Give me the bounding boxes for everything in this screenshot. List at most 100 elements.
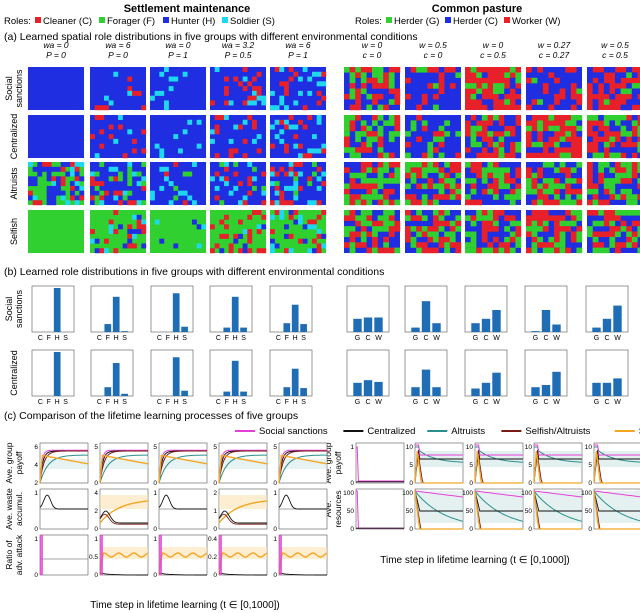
grid-right-r1-c4-cell (615, 152, 621, 159)
grid-left-r2-c0-cell (60, 181, 66, 187)
grid-right-r3-c3-cell (559, 247, 566, 254)
grid-right-r0-c3-cell (576, 88, 583, 95)
grid-right-r0-c0-cell (372, 77, 378, 84)
grid-right-r3-c2-cell (470, 236, 477, 243)
grid-left-r0-c3-cell (233, 76, 239, 82)
grid-right-r2-c3-cell (537, 167, 543, 173)
grid-left-r3-c1-cell (141, 224, 147, 230)
grid-left-r1-c2-cell (196, 143, 202, 149)
grid-right-r3-c0-cell (344, 226, 350, 232)
grid-left-r0-c3-cell (256, 86, 262, 92)
grid-right-r2-c4-cell (592, 188, 599, 195)
grid-right-r1-c0-cell (366, 147, 373, 153)
grid-right-r2-c0-cell (372, 194, 378, 200)
grid-right-r3-c3-cell (537, 220, 543, 227)
grid-left-r3-c4-cell (312, 224, 317, 230)
grid-right-r3-c2-cell (509, 247, 516, 254)
grid-right-r3-c3-cell (537, 210, 543, 216)
grid-right-r1-c4-cell (620, 115, 627, 121)
grid-left-r1-c3-cell (252, 124, 257, 130)
grid-left-r2-c1-cell (122, 195, 128, 201)
grid-left-r2-c0-cell (70, 185, 75, 191)
ylabel-right-0-l2: payoff (333, 451, 343, 475)
grid-right-r1-c0-cell (360, 147, 367, 153)
grid-right-r1-c3-cell (537, 125, 543, 132)
grid-right-r0-c0-cell (377, 67, 384, 73)
grid-right-r2-c0-cell (349, 199, 356, 206)
grid-right-r1-c4-cell (598, 147, 604, 153)
grid-right-r1-c0-cell (349, 152, 356, 159)
cond-left-0-l2: P = 0 (46, 50, 66, 60)
grid-right-r0-c3-cell (554, 99, 560, 105)
cond-right-2-l2: c = 0.5 (480, 50, 506, 60)
grid-right-r3-c3-cell (531, 220, 538, 227)
grid-right-r3-c4-cell (598, 242, 604, 248)
grid-right-r2-c4-cell (587, 167, 593, 173)
grid-right-r2-c0-cell (394, 167, 401, 173)
grid-left-r2-c1-cell (94, 195, 100, 201)
grid-right-r1-c2-cell (504, 136, 510, 143)
row-label-a-0-w1: Social (4, 76, 14, 101)
grid-right-r1-c4-cell (615, 125, 621, 132)
grid-right-r3-c2-cell (487, 220, 494, 227)
grid-right-r2-c2-cell (515, 188, 522, 195)
curve-left-r1-c3-se (218, 500, 268, 524)
grid-right-r1-c4-cell (637, 131, 640, 137)
grid-right-r0-c1-cell (405, 93, 411, 100)
curve-left-r2-c2-ss (159, 535, 162, 575)
grid-left-r2-c0-cell (56, 181, 61, 187)
curve-left-r1-c0-ytick-1: 0 (34, 526, 38, 533)
grid-left-r1-c4-cell (307, 153, 313, 159)
grid-right-r3-c0-cell (383, 236, 389, 243)
grid-right-r0-c2-cell (465, 83, 471, 89)
grid-right-r2-c2-cell (504, 194, 510, 200)
grid-left-r0-c3-cell (252, 86, 257, 92)
bar-left-r0-c1-tick-F: F (106, 335, 110, 342)
grid-right-r2-c3-cell (565, 188, 571, 195)
grid-left-r3-c3-cell (238, 248, 243, 254)
grid-left-r2-c2-cell (159, 166, 165, 172)
settlement-header: Settlement maintenance (124, 3, 251, 15)
grid-left-r2-c3-cell (224, 181, 229, 187)
grid-right-r0-c4-cell (603, 67, 610, 73)
bar-right-r1-c4-tick-G: G (594, 399, 599, 406)
grid-left-r3-c4-cell (274, 210, 280, 215)
bar-right-r0-c0-bar-C (363, 317, 373, 332)
grid-right-r3-c1-cell (438, 215, 445, 221)
grid-right-r3-c4-cell (615, 210, 621, 216)
grid-right-r2-c0-cell (372, 178, 378, 184)
grid-right-r0-c4 (587, 67, 640, 111)
grid-right-r1-c0-cell (377, 141, 384, 148)
grid-right-r3-c4-cell (620, 226, 627, 232)
grid-left-r2-c1-cell (118, 200, 123, 206)
grid-right-r2-c1 (405, 162, 462, 206)
grid-right-r2-c1-cell (427, 199, 434, 206)
grid-right-r2-c4-cell (598, 178, 604, 184)
grid-left-r3-c4-cell (270, 243, 275, 249)
curve-left-r1-c3-sa (218, 513, 267, 525)
grid-left-r2-c0-cell (51, 190, 57, 196)
grid-left-r3-c3-cell (256, 248, 262, 254)
curve-right-r0-c3-se (533, 450, 582, 484)
grid-left-r2-c0-cell (74, 166, 80, 172)
grid-right-r1-c0-cell (377, 147, 384, 153)
grid-right-r1-c0-cell (394, 125, 401, 132)
grid-right-r3-c4-cell (620, 210, 627, 216)
grid-left-r2-c1-cell (108, 166, 114, 172)
grid-right-r1-c3-cell (531, 147, 538, 153)
bar-right-r1-c0-tick-W: W (375, 399, 382, 406)
bar-left-r1-c3-frame (209, 349, 253, 397)
grid-right-r3-c2-cell (515, 226, 522, 232)
grid-left-r3-c4-cell (302, 238, 308, 244)
grid-right-r3-c3-cell (554, 242, 560, 248)
grid-left-r2-c4-cell (298, 171, 303, 177)
grid-left-r1-c3-cell (210, 138, 215, 144)
grid-right-r0-c0-cell (394, 93, 401, 100)
grid-left-r0-c3-cell (224, 100, 229, 106)
grid-left-r1-c4-cell (298, 153, 303, 159)
grid-right-r3-c2-cell (509, 236, 516, 243)
grid-right-r2-c0-cell (360, 194, 367, 200)
cond-right-4-l1: w = 0.5 (601, 40, 629, 50)
grid-right-r3-c1-cell (438, 220, 445, 227)
grid-right-r1-c0-cell (355, 115, 361, 121)
